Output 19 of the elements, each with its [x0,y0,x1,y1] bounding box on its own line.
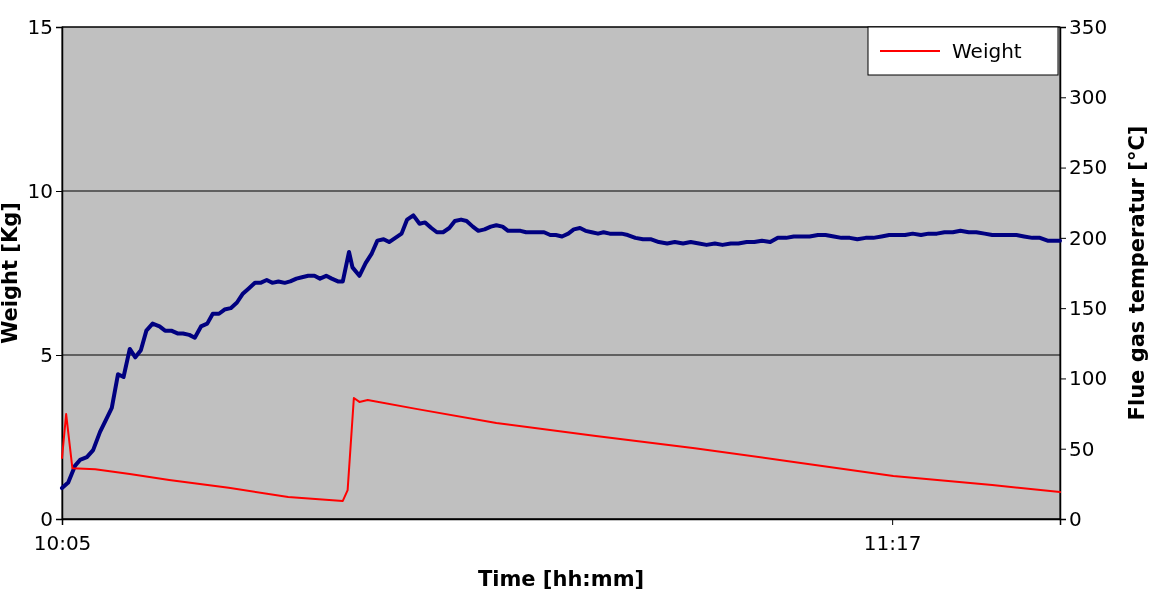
y2-tick-label: 350 [1069,14,1108,39]
y2-tick-label: 150 [1069,296,1108,321]
line-series [61,396,1061,502]
y-tick-label: 5 [40,342,53,367]
y2-tick-label: 250 [1069,155,1108,180]
x-axis-title: Time [hh:mm] [477,567,645,591]
y2-tick-label: 100 [1069,366,1108,391]
y2-tick-label: 50 [1069,436,1095,461]
y-tick-label: 15 [27,14,53,39]
legend-label: Weight [952,39,1022,63]
y-tick-label: 10 [27,178,53,203]
y-tick-label: 0 [40,506,53,531]
y-axis-title: Weight [Kg] [0,202,22,344]
y2-tick-label: 200 [1069,225,1108,250]
y2-tick-label: 0 [1069,506,1082,531]
x-tick-label: 10:05 [33,531,92,555]
x-tick-label: 11:17 [863,531,922,555]
y2-axis-title: Flue gas temperatur [°C] [1125,125,1149,421]
y2-tick-label: 300 [1069,85,1108,110]
